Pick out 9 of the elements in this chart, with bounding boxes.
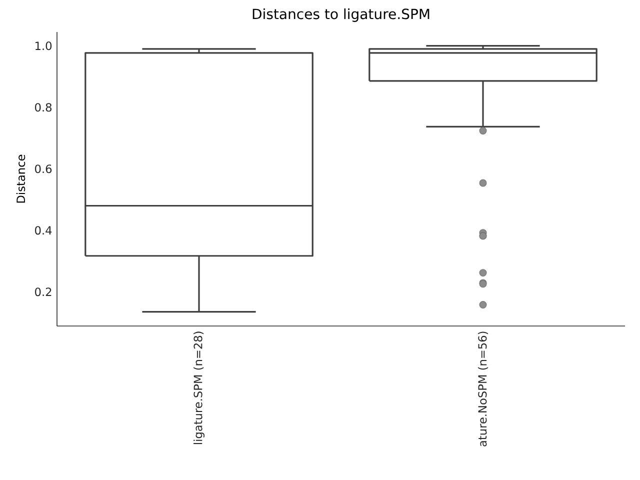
x-tick-label: ligature.SPM (n=28) <box>194 332 204 444</box>
y-tick-label: 0.2 <box>35 288 52 296</box>
y-tick-label: 1.0 <box>36 42 52 50</box>
y-tick-label: 0.4 <box>35 226 52 235</box>
y-tick-label: 0.8 <box>35 103 52 112</box>
chart-title: Distances to ligature.SPM <box>252 8 430 22</box>
y-axis-title: Distance <box>16 154 26 203</box>
x-tick-label: ature.NoSPM (n=56) <box>478 332 488 446</box>
y-tick-label: 0.6 <box>35 164 52 174</box>
